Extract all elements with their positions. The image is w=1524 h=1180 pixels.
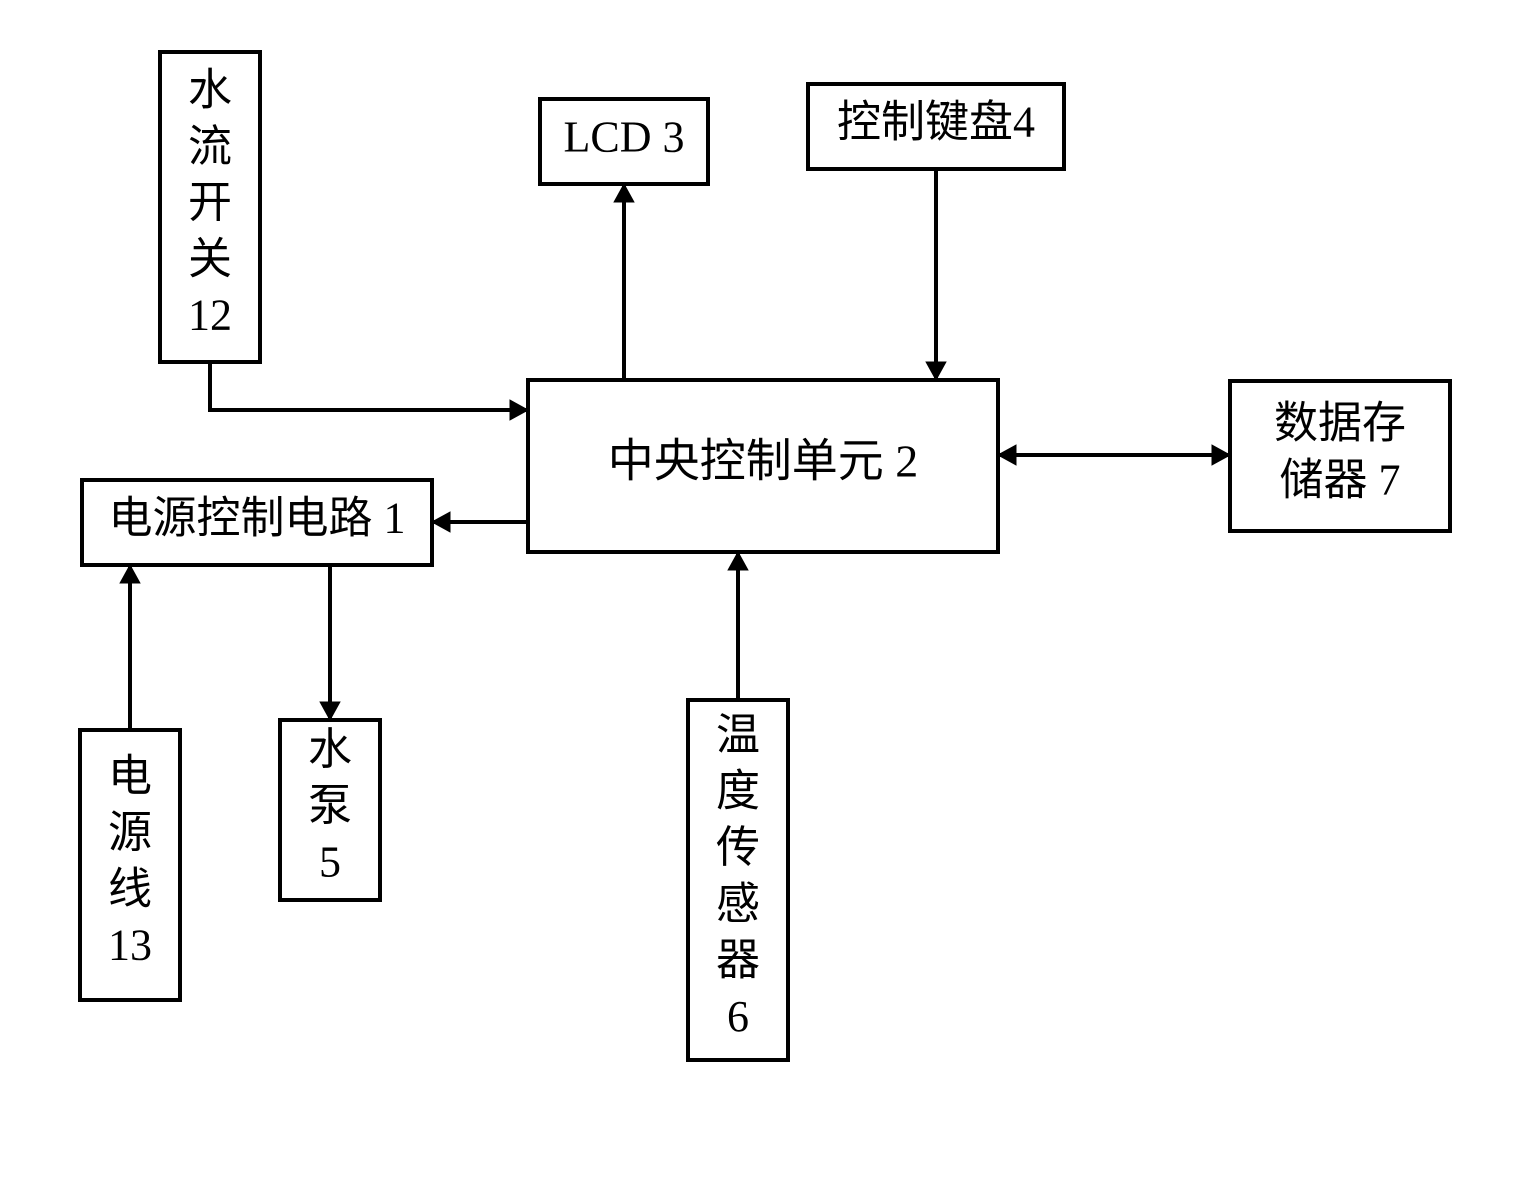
svg-text:储器 7: 储器 7 [1280, 456, 1401, 505]
svg-text:6: 6 [727, 992, 749, 1041]
node-n6: 温度传感器 6 [688, 700, 788, 1060]
svg-text:泵: 泵 [308, 781, 352, 830]
svg-text:12: 12 [188, 291, 232, 340]
svg-text:流: 流 [188, 122, 232, 171]
svg-text:关: 关 [188, 234, 232, 283]
svg-text:感: 感 [716, 879, 760, 928]
svg-text:源: 源 [108, 808, 152, 857]
svg-text:数据存: 数据存 [1274, 398, 1406, 447]
svg-text:器: 器 [716, 936, 760, 985]
node-n12: 水流开关 12 [160, 52, 260, 362]
svg-text:电: 电 [108, 752, 152, 801]
node-n1: 电源控制电路 1 [82, 480, 432, 565]
svg-text:度: 度 [716, 767, 760, 816]
svg-text:13: 13 [108, 921, 152, 970]
svg-text:水: 水 [188, 65, 232, 114]
svg-text:中央控制单元 2: 中央控制单元 2 [608, 436, 919, 487]
node-n2: 中央控制单元 2 [528, 380, 998, 552]
svg-text:LCD 3: LCD 3 [564, 113, 685, 162]
svg-text:开: 开 [188, 178, 232, 227]
svg-text:线: 线 [108, 864, 152, 913]
svg-text:水: 水 [308, 725, 352, 774]
node-n3: LCD 3 [540, 99, 708, 184]
node-n7: 数据存储器 7 [1230, 381, 1450, 531]
block-diagram: 水流开关12LCD 3控制键盘4中央控制单元 2数据存储器 7电源控制电路 1电… [0, 0, 1524, 1180]
svg-text:电源控制电路 1: 电源控制电路 1 [109, 494, 406, 543]
svg-text:控制键盘4: 控制键盘4 [837, 98, 1035, 147]
node-n4: 控制键盘4 [808, 84, 1064, 169]
node-n5: 水泵 5 [280, 720, 380, 900]
svg-text:传: 传 [716, 823, 760, 872]
svg-text:温: 温 [716, 710, 760, 759]
node-n13: 电源线 13 [80, 730, 180, 1000]
svg-text:5: 5 [319, 837, 341, 886]
